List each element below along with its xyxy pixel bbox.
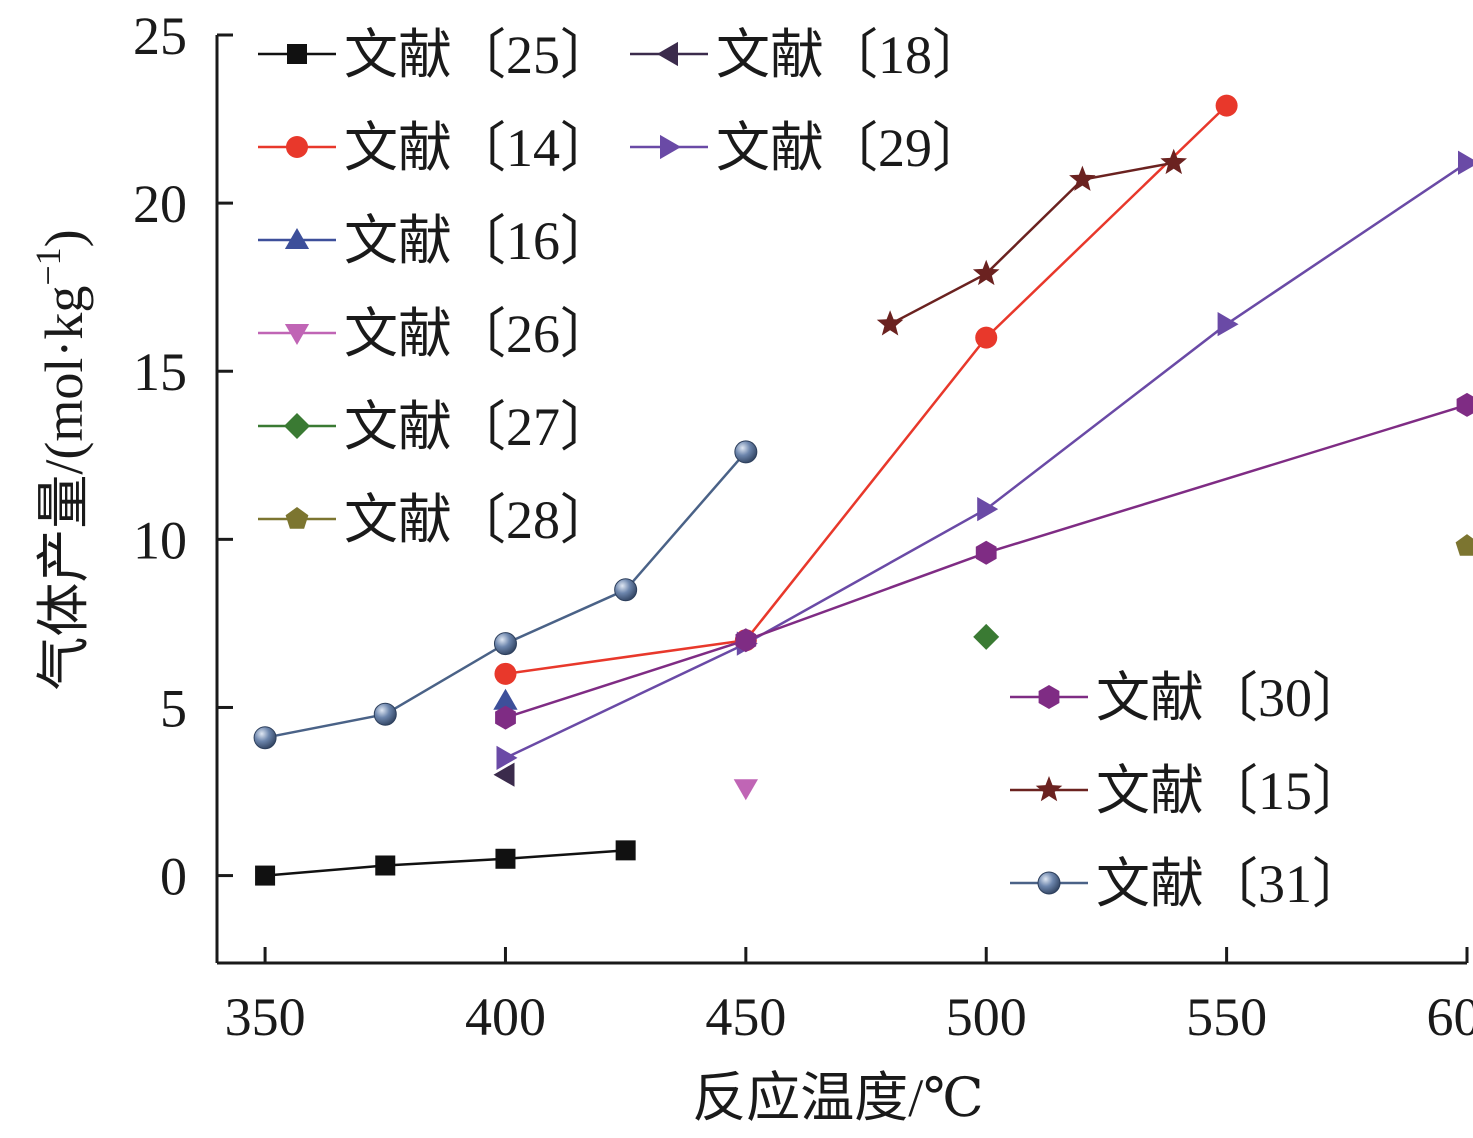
data-point	[495, 705, 516, 730]
x-tick-label: 500	[946, 987, 1027, 1047]
series-line	[505, 403, 1468, 719]
series-9	[495, 392, 1473, 730]
data-point	[1160, 148, 1187, 175]
series-4	[733, 779, 758, 801]
series-1	[255, 840, 636, 886]
x-tick-label: 350	[225, 987, 306, 1047]
y-tick-label: 0	[160, 847, 187, 907]
data-point	[975, 326, 998, 349]
data-point	[375, 855, 396, 876]
x-tick-label: 550	[1186, 987, 1267, 1047]
y-axis-title-close: )	[34, 229, 94, 247]
data-point	[1455, 534, 1473, 556]
y-tick-label: 5	[160, 678, 187, 738]
legend-label: 文献〔18〕	[716, 25, 986, 85]
data-point	[972, 259, 1000, 286]
legend-label: 文献〔25〕	[344, 25, 614, 85]
legend-marker	[657, 41, 678, 67]
y-axis-title-exponent: −1	[28, 247, 68, 285]
legend-entry: 文献〔29〕	[630, 118, 986, 178]
legend-label: 文献〔27〕	[344, 397, 614, 457]
legend-entry: 文献〔25〕	[258, 25, 614, 85]
data-point	[496, 745, 518, 770]
data-point	[977, 497, 999, 522]
legend-label: 文献〔31〕	[1096, 854, 1366, 914]
legend-marker	[287, 44, 307, 64]
x-tick-label: 400	[465, 987, 546, 1047]
series-line	[889, 161, 1174, 326]
legend: 文献〔25〕文献〔14〕文献〔16〕文献〔26〕文献〔27〕文献〔28〕文献〔1…	[258, 25, 1366, 914]
legend-label: 文献〔16〕	[344, 211, 614, 271]
series-layer	[253, 94, 1473, 886]
legend-marker	[660, 134, 681, 160]
legend-label: 文献〔28〕	[344, 490, 614, 550]
data-point	[493, 632, 517, 656]
data-point	[493, 762, 515, 787]
y-axis-title: 气体产量/(mol·kg−1)	[28, 229, 94, 690]
data-point	[1456, 392, 1473, 417]
y-tick-label: 20	[133, 174, 187, 234]
legend-label: 文献〔14〕	[344, 118, 614, 178]
series-line	[264, 849, 626, 877]
data-point	[253, 726, 277, 750]
data-point	[733, 779, 758, 801]
legend-entry: 文献〔31〕	[1010, 854, 1366, 914]
series-line	[505, 104, 1228, 676]
legend-marker	[284, 324, 310, 345]
legend-label: 文献〔29〕	[716, 118, 986, 178]
data-point	[1217, 312, 1239, 337]
data-point	[495, 848, 516, 869]
x-tick-label: 450	[705, 987, 786, 1047]
series-3	[493, 688, 518, 710]
y-tick-label: 10	[133, 510, 187, 570]
data-point	[615, 840, 636, 861]
series-7	[493, 762, 515, 787]
data-point	[255, 865, 276, 886]
legend-entry: 文献〔26〕	[258, 304, 614, 364]
legend-marker	[1037, 871, 1061, 895]
data-point	[1458, 150, 1473, 175]
legend-marker	[284, 228, 310, 249]
legend-entry: 文献〔18〕	[630, 25, 986, 85]
legend-marker	[286, 136, 308, 158]
data-point	[1069, 165, 1096, 191]
series-5	[973, 623, 1000, 650]
legend-marker	[1038, 685, 1060, 709]
data-point	[975, 540, 997, 565]
legend-entry: 文献〔27〕	[258, 397, 614, 457]
x-axis-title: 反应温度/℃	[692, 1068, 983, 1128]
data-point	[494, 662, 517, 685]
legend-label: 文献〔15〕	[1096, 761, 1366, 821]
y-tick-label: 25	[133, 6, 187, 66]
series-10	[876, 148, 1187, 336]
series-6	[1455, 534, 1473, 556]
data-point	[735, 628, 757, 653]
legend-marker	[1035, 776, 1063, 802]
legend-entry: 文献〔15〕	[1010, 761, 1366, 821]
axes: 0 5 10 15 20 25 350 400 450 500 550 600	[133, 6, 1473, 1047]
y-tick-label: 15	[133, 342, 187, 402]
series-11	[253, 440, 758, 750]
legend-entry: 文献〔30〕	[1010, 668, 1366, 728]
data-point	[1215, 94, 1238, 117]
legend-label: 文献〔26〕	[344, 304, 614, 364]
data-point	[614, 578, 638, 602]
legend-entry: 文献〔16〕	[258, 211, 614, 271]
data-point	[734, 440, 758, 464]
y-axis-title-main: 气体产量/(mol·kg	[34, 286, 94, 691]
legend-entry: 文献〔28〕	[258, 490, 614, 550]
data-point	[973, 623, 1000, 650]
x-tick-label: 600	[1427, 987, 1473, 1047]
legend-entry: 文献〔14〕	[258, 118, 614, 178]
legend-marker	[284, 413, 310, 439]
data-point	[373, 702, 397, 726]
legend-marker	[285, 507, 309, 529]
data-point	[876, 310, 904, 336]
legend-label: 文献〔30〕	[1096, 668, 1366, 728]
data-point	[493, 688, 518, 710]
